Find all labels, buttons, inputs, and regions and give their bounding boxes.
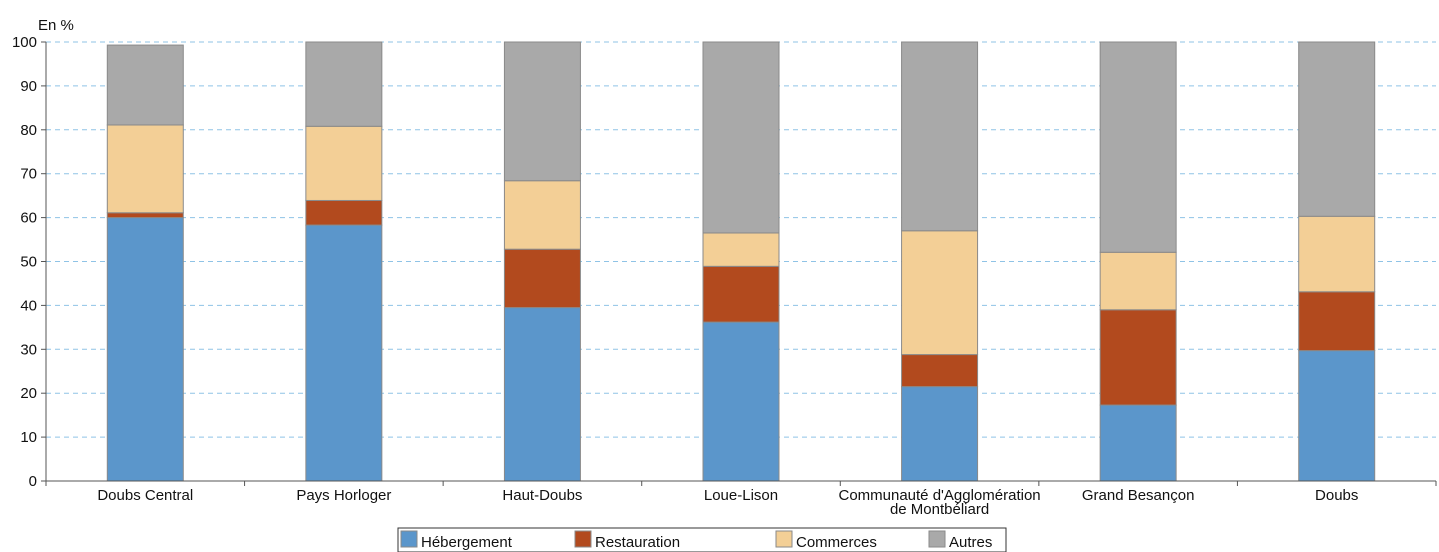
- y-tick-label: 20: [20, 385, 37, 402]
- legend-box: [397, 527, 1007, 552]
- bar-segment: Restauration: 5.6: [305, 199, 383, 226]
- legend-swatch: [928, 530, 946, 548]
- x-category-label: Doubs Central: [97, 487, 193, 504]
- y-unit-label: En %: [38, 17, 74, 34]
- bar-segment: Hébergement: 29.7: [1298, 350, 1376, 482]
- bar-segment: Restauration: 12.7: [702, 265, 780, 323]
- bar-segment: Commerces: 17.2: [1298, 215, 1376, 293]
- y-tick-label: 10: [20, 429, 37, 446]
- y-tick-label: 30: [20, 341, 37, 358]
- legend-swatch: [400, 530, 418, 548]
- y-tick-label: 90: [20, 78, 37, 95]
- y-axis: 0 10 20 30 40 50 60 70 80 90 100: [12, 34, 46, 490]
- bar-segment: Autres: 31.6: [503, 41, 581, 182]
- bar-segment: Hébergement: 21.5: [901, 386, 979, 482]
- bar-segment: Commerces: 16.9: [305, 125, 383, 201]
- legend-label: Commerces: [796, 534, 877, 551]
- y-tick-label: 80: [20, 122, 37, 139]
- bars: Hébergement: 60Restauration: 1.1Commerce…: [106, 41, 1376, 482]
- bar-segment: Restauration: 13.3: [503, 248, 581, 309]
- bar-segment: Commerces: 13.1: [1099, 251, 1177, 311]
- bar-segment: Restauration: 1.1: [106, 212, 184, 219]
- bar-segment: Hébergement: 36.2: [702, 321, 780, 482]
- y-tick-label: 50: [20, 254, 37, 271]
- bar-segment: Hébergement: 17.3: [1099, 404, 1177, 482]
- x-category-label: de Montbéliard: [890, 501, 989, 518]
- x-category-label: Pays Horloger: [296, 487, 391, 504]
- bar-segment: Commerces: 15.6: [503, 180, 581, 250]
- legend-swatch: [574, 530, 592, 548]
- bar-segment: Commerces: 20: [106, 124, 184, 214]
- bar-segment: Hébergement: 58.3: [305, 224, 383, 482]
- y-tick-label: 60: [20, 210, 37, 227]
- y-tick-label: 40: [20, 297, 37, 314]
- legend-swatch: [775, 530, 793, 548]
- x-category-label: Communauté d'Agglomération: [838, 487, 1040, 504]
- bar-segment: Restauration: 21.7: [1099, 309, 1177, 406]
- legend-label: Restauration: [595, 534, 680, 551]
- bar-segment: Hébergement: 39.5: [503, 307, 581, 482]
- bar-segment: Autres: 43: [901, 41, 979, 232]
- bar-segment: Commerces: 7.6: [702, 232, 780, 267]
- legend: Hébergement Restauration Commerces Autres: [397, 527, 1007, 552]
- y-tick-label: 100: [12, 34, 37, 51]
- axes: [45, 42, 1436, 482]
- x-category-label: Haut-Doubs: [502, 487, 582, 504]
- bar-segment: Autres: 39.7: [1298, 41, 1376, 217]
- legend-label: Autres: [949, 534, 992, 551]
- x-axis: Doubs Central Pays Horloger Haut-Doubs Loue…: [45, 481, 1437, 518]
- bar-segment: Restauration: 13.4: [1298, 291, 1376, 352]
- x-category-label: Loue-Lison: [704, 487, 778, 504]
- x-category-label: Grand Besançon: [1082, 487, 1195, 504]
- bar-segment: Autres: 18.2: [106, 44, 184, 126]
- bar-segment: Autres: 47.9: [1099, 41, 1177, 253]
- y-tick-label: 0: [29, 473, 37, 490]
- bar-segment: Restauration: 7.3: [901, 354, 979, 388]
- legend-label: Hébergement: [421, 534, 513, 551]
- bar-segment: Hébergement: 60: [106, 217, 184, 482]
- x-category-label: Doubs: [1315, 487, 1358, 504]
- y-tick-label: 70: [20, 166, 37, 183]
- bar-segment: Commerces: 28.2: [901, 230, 979, 356]
- bar-segment: Autres: 19.2: [305, 41, 383, 127]
- bar-segment: Autres: 43.5: [702, 41, 780, 234]
